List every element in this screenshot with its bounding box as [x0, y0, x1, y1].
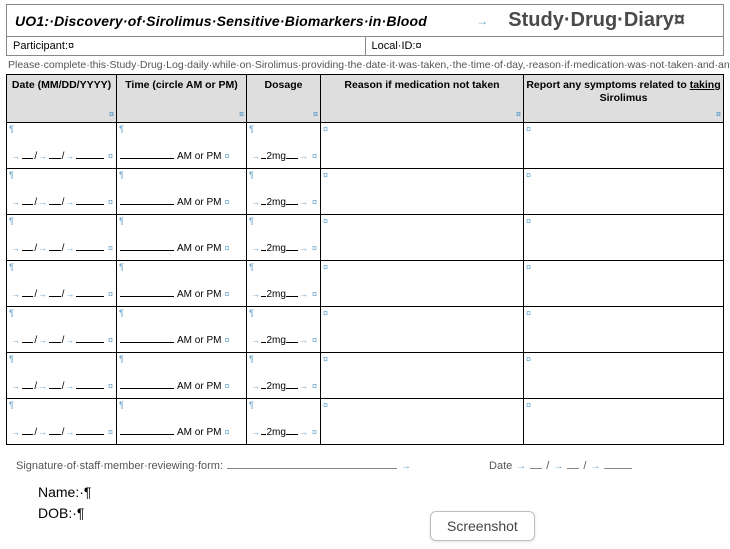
date-field[interactable]: →/→/→¤	[10, 195, 113, 208]
symptoms-field[interactable]: ¤	[524, 215, 724, 261]
reason-field[interactable]: ¤	[321, 123, 524, 169]
table-row: ¶→/→/→¤¶ AM or PM¤¶→2mg→¤¤¤	[7, 353, 724, 399]
reason-field[interactable]: ¤	[321, 215, 524, 261]
time-field[interactable]: AM or PM¤	[120, 287, 243, 300]
symptoms-field[interactable]: ¤	[524, 307, 724, 353]
table-header-row: Date (MM/DD/YYYY)¤ Time (circle AM or PM…	[7, 75, 724, 123]
screenshot-button[interactable]: Screenshot	[430, 511, 535, 541]
study-title: UO1:·Discovery·of·Sirolimus·Sensitive·Bi…	[15, 13, 456, 29]
time-field[interactable]: AM or PM¤	[120, 379, 243, 392]
col-time-header: Time (circle AM or PM)¤	[117, 75, 247, 123]
col-date-header: Date (MM/DD/YYYY)¤	[7, 75, 117, 123]
dob-label: DOB:·¶	[38, 503, 724, 524]
date-field[interactable]: →/→/→¤	[10, 149, 113, 162]
footer-fields: Name:·¶ DOB:·¶	[6, 478, 724, 524]
col-dosage-header: Dosage¤	[247, 75, 321, 123]
reason-field[interactable]: ¤	[321, 353, 524, 399]
local-id-label: Local·ID:¤	[366, 37, 724, 55]
drug-diary-table: Date (MM/DD/YYYY)¤ Time (circle AM or PM…	[6, 74, 724, 445]
table-row: ¶→/→/→¤¶ AM or PM¤¶→2mg→¤¤¤	[7, 307, 724, 353]
signature-label: Signature·of·staff·member·reviewing·form…	[16, 460, 223, 472]
name-label: Name:·¶	[38, 482, 724, 503]
reason-field[interactable]: ¤	[321, 261, 524, 307]
symptoms-field[interactable]: ¤	[524, 123, 724, 169]
date-field[interactable]: →/→/→¤	[10, 333, 113, 346]
date-field[interactable]: →/→/→¤	[10, 379, 113, 392]
form-title: Study·Drug·Diary¤	[508, 9, 715, 32]
reason-field[interactable]: ¤	[321, 307, 524, 353]
table-row: ¶→/→/→¤¶ AM or PM¤¶→2mg→¤¤¤	[7, 399, 724, 445]
time-field[interactable]: AM or PM¤	[120, 333, 243, 346]
symptoms-field[interactable]: ¤	[524, 169, 724, 215]
date-field[interactable]: →/→/→¤	[10, 287, 113, 300]
time-field[interactable]: AM or PM¤	[120, 149, 243, 162]
dosage-field[interactable]: →2mg→¤	[250, 379, 317, 392]
col-symptoms-header: Report any symptoms related to taking Si…	[524, 75, 724, 123]
dosage-field[interactable]: →2mg→¤	[250, 149, 317, 162]
arrow-icon: →	[472, 14, 492, 28]
header-box: UO1:·Discovery·of·Sirolimus·Sensitive·Bi…	[6, 4, 724, 37]
table-row: ¶→/→/→¤¶ AM or PM¤¶→2mg→¤¤¤	[7, 169, 724, 215]
participant-row: Participant:¤ Local·ID:¤	[6, 37, 724, 56]
reason-field[interactable]: ¤	[321, 169, 524, 215]
time-field[interactable]: AM or PM¤	[120, 195, 243, 208]
date-field[interactable]: →/→/→¤	[10, 425, 113, 438]
col-reason-header: Reason if medication not taken¤	[321, 75, 524, 123]
date-field[interactable]: →/→/→¤	[10, 241, 113, 254]
symptoms-field[interactable]: ¤	[524, 261, 724, 307]
signature-date-label: Date	[489, 460, 512, 472]
dosage-field[interactable]: →2mg→¤	[250, 195, 317, 208]
dosage-field[interactable]: →2mg→¤	[250, 287, 317, 300]
signature-line: Signature·of·staff·member·reviewing·form…	[6, 445, 724, 478]
instructions-text: Please·complete·this·Study·Drug·Log·dail…	[6, 56, 724, 74]
time-field[interactable]: AM or PM¤	[120, 241, 243, 254]
table-row: ¶→/→/→¤¶ AM or PM¤¶→2mg→¤¤¤	[7, 261, 724, 307]
dosage-field[interactable]: →2mg→¤	[250, 333, 317, 346]
table-row: ¶→/→/→¤¶ AM or PM¤¶→2mg→¤¤¤	[7, 123, 724, 169]
dosage-field[interactable]: →2mg→¤	[250, 425, 317, 438]
symptoms-field[interactable]: ¤	[524, 399, 724, 445]
participant-label: Participant:¤	[7, 37, 366, 55]
table-row: ¶→/→/→¤¶ AM or PM¤¶→2mg→¤¤¤	[7, 215, 724, 261]
reason-field[interactable]: ¤	[321, 399, 524, 445]
dosage-field[interactable]: →2mg→¤	[250, 241, 317, 254]
symptoms-field[interactable]: ¤	[524, 353, 724, 399]
time-field[interactable]: AM or PM¤	[120, 425, 243, 438]
